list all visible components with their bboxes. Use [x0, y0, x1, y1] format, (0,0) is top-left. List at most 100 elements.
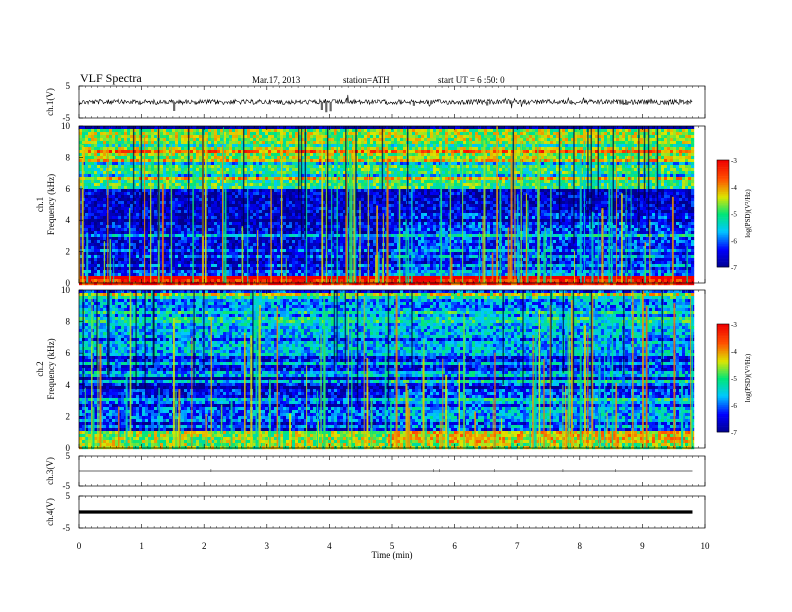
spectrogram-cell: [553, 132, 557, 136]
spectrogram-cell: [172, 162, 176, 166]
spectrogram-cell: [514, 156, 518, 160]
spectrogram-cell: [244, 159, 248, 163]
spectrogram-cell: [337, 147, 341, 151]
spectrogram-cell: [139, 177, 143, 181]
spectrogram-cell: [400, 183, 404, 187]
spectrogram-cell: [670, 144, 674, 148]
spectrogram-cell: [463, 168, 467, 172]
spectrogram-cell: [274, 168, 278, 172]
spectrogram-cell: [523, 144, 527, 148]
spectrogram-cell: [235, 138, 239, 142]
spectrogram-cell: [247, 174, 251, 178]
spectrogram-cell: [373, 153, 377, 157]
spectrogram-cell: [454, 165, 458, 169]
spectrogram-cell: [484, 126, 488, 130]
spectrogram-cell: [124, 195, 128, 199]
spectrogram-cell: [505, 186, 509, 190]
spectrogram-cell: [340, 174, 344, 178]
spectrogram-cell: [487, 171, 491, 175]
spectrogram-cell: [253, 195, 257, 199]
spectrogram-cell: [436, 144, 440, 148]
spectrogram-cell: [427, 171, 431, 175]
spectrogram-cell: [160, 129, 164, 133]
spectrogram-cell: [286, 132, 290, 136]
spectrogram-cell: [412, 171, 416, 175]
spectrogram-cell: [289, 129, 293, 133]
spectrogram-cell: [478, 192, 482, 196]
spectrogram-cell: [214, 183, 218, 187]
spectrogram-cell: [142, 156, 146, 160]
spectrogram-cell: [661, 159, 665, 163]
spectrogram-cell: [262, 135, 266, 139]
spectrogram-cell: [619, 153, 623, 157]
spectrogram-cell: [244, 165, 248, 169]
spectrogram-cell: [154, 192, 158, 196]
spectrogram-cell: [691, 153, 695, 157]
spectrogram-cell: [397, 171, 401, 175]
spectrogram-cell: [535, 153, 539, 157]
spectrogram-cell: [172, 189, 176, 193]
spectrogram-cell: [238, 168, 242, 172]
spectrogram-cell: [145, 165, 149, 169]
spectrogram-cell: [652, 174, 656, 178]
spectrogram-cell: [535, 174, 539, 178]
spectrogram-cell: [610, 150, 614, 154]
spectrogram-cell: [121, 150, 125, 154]
spectrogram-cell: [409, 162, 413, 166]
spectrogram-cell: [517, 141, 521, 145]
spectrogram-cell: [541, 183, 545, 187]
spectrogram-cell: [160, 159, 164, 163]
spectrogram-cell: [274, 186, 278, 190]
spectrogram-cell: [601, 165, 605, 169]
spectrogram-cell: [217, 165, 221, 169]
spectrogram-cell: [142, 135, 146, 139]
spectrogram-cell: [286, 177, 290, 181]
spectrogram-cell: [580, 129, 584, 133]
spectrogram-cell: [379, 177, 383, 181]
spectrogram-cell: [214, 174, 218, 178]
spectrogram-cell: [361, 180, 365, 184]
spectrogram-cell: [688, 147, 692, 151]
spectrogram-cell: [166, 177, 170, 181]
spectrogram-cell: [208, 156, 212, 160]
spectrogram-cell: [682, 183, 686, 187]
spectrogram-cell: [655, 141, 659, 145]
spectrogram-cell: [685, 165, 689, 169]
spectrogram-cell: [448, 162, 452, 166]
spectrogram-cell: [370, 138, 374, 142]
spectrogram-cell: [517, 183, 521, 187]
spectrogram-cell: [640, 132, 644, 136]
spectrogram-cell: [130, 150, 134, 154]
spectrogram-cell: [397, 153, 401, 157]
spectrogram-cell: [340, 177, 344, 181]
spectrogram-cell: [208, 126, 212, 130]
spectrogram-cell: [211, 132, 215, 136]
spectrogram-cell: [373, 162, 377, 166]
spectrogram-cell: [412, 132, 416, 136]
spectrogram-cell: [466, 144, 470, 148]
spectrogram-cell: [487, 162, 491, 166]
spectrogram-cell: [100, 144, 104, 148]
spectrogram-cell: [145, 171, 149, 175]
spectrogram-cell: [94, 150, 98, 154]
spectrogram-cell: [190, 138, 194, 142]
spectrogram-cell: [376, 129, 380, 133]
spectrogram-cell: [244, 183, 248, 187]
spectrogram-cell: [364, 192, 368, 196]
spectrogram-cell: [652, 156, 656, 160]
spectrogram-cell: [508, 141, 512, 145]
spectrogram-cell: [97, 144, 101, 148]
spectrogram-cell: [655, 138, 659, 142]
spectrogram-cell: [571, 171, 575, 175]
spectrogram-cell: [403, 150, 407, 154]
spectrogram-cell: [94, 171, 98, 175]
spectrogram-cell: [610, 165, 614, 169]
spectrogram-cell: [361, 183, 365, 187]
spectrogram-cell: [466, 183, 470, 187]
spectrogram-cell: [676, 177, 680, 181]
spectrogram-cell: [661, 135, 665, 139]
spectrogram-cell: [232, 186, 236, 190]
spectrogram-cell: [457, 192, 461, 196]
spectrogram-cell: [547, 150, 551, 154]
spectrogram-cell: [409, 177, 413, 181]
